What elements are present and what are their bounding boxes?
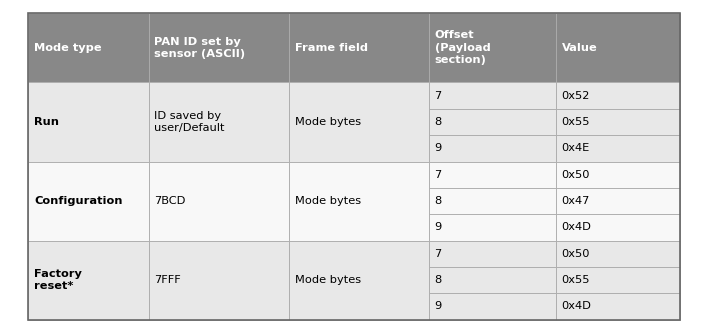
Bar <box>556 241 680 267</box>
Bar <box>429 267 556 293</box>
Bar <box>556 188 680 214</box>
Text: Frame field: Frame field <box>295 43 367 53</box>
Bar <box>429 188 556 214</box>
Text: 0x50: 0x50 <box>561 249 590 259</box>
Text: 8: 8 <box>435 117 442 127</box>
Text: Configuration: Configuration <box>34 196 122 206</box>
Text: 0x47: 0x47 <box>561 196 590 206</box>
Text: 0x4E: 0x4E <box>561 143 590 153</box>
Bar <box>149 13 289 83</box>
Text: 9: 9 <box>435 143 442 153</box>
Bar <box>429 83 556 109</box>
Bar <box>429 214 556 241</box>
Bar <box>149 162 289 241</box>
Bar <box>429 109 556 135</box>
Text: ID saved by
user/Default: ID saved by user/Default <box>154 111 225 133</box>
Text: 0x55: 0x55 <box>561 275 590 285</box>
Bar <box>429 241 556 267</box>
Text: 7FFF: 7FFF <box>154 275 181 285</box>
Bar <box>289 83 429 162</box>
Bar <box>429 13 556 83</box>
Bar <box>28 241 149 320</box>
Bar <box>429 135 556 162</box>
Bar <box>556 267 680 293</box>
Bar <box>556 293 680 320</box>
Bar <box>556 162 680 188</box>
Bar <box>28 162 149 241</box>
Bar <box>429 162 556 188</box>
Bar <box>429 293 556 320</box>
Bar <box>289 162 429 241</box>
Text: 7: 7 <box>435 249 442 259</box>
Text: Value: Value <box>561 43 598 53</box>
Text: Factory
reset*: Factory reset* <box>34 269 82 291</box>
Text: 0x4D: 0x4D <box>561 222 591 232</box>
Text: 9: 9 <box>435 301 442 311</box>
Bar <box>289 241 429 320</box>
Text: 0x4D: 0x4D <box>561 301 591 311</box>
Text: Run: Run <box>34 117 59 127</box>
Text: 7BCD: 7BCD <box>154 196 186 206</box>
Text: Mode type: Mode type <box>34 43 102 53</box>
Bar <box>556 135 680 162</box>
Text: Mode bytes: Mode bytes <box>295 275 360 285</box>
Bar <box>149 241 289 320</box>
Text: 7: 7 <box>435 170 442 180</box>
Bar <box>149 83 289 162</box>
Text: 8: 8 <box>435 275 442 285</box>
Bar <box>28 83 149 162</box>
Bar <box>556 109 680 135</box>
Bar <box>556 83 680 109</box>
Text: 8: 8 <box>435 196 442 206</box>
Text: Mode bytes: Mode bytes <box>295 117 360 127</box>
Text: Mode bytes: Mode bytes <box>295 196 360 206</box>
Bar <box>28 13 149 83</box>
Text: PAN ID set by
sensor (ASCII): PAN ID set by sensor (ASCII) <box>154 37 246 59</box>
Text: 0x52: 0x52 <box>561 91 590 101</box>
Bar <box>556 13 680 83</box>
Text: 0x50: 0x50 <box>561 170 590 180</box>
Text: 0x55: 0x55 <box>561 117 590 127</box>
Text: 7: 7 <box>435 91 442 101</box>
Bar <box>556 214 680 241</box>
Text: 9: 9 <box>435 222 442 232</box>
Bar <box>289 13 429 83</box>
Text: Offset
(Payload
section): Offset (Payload section) <box>435 31 491 65</box>
